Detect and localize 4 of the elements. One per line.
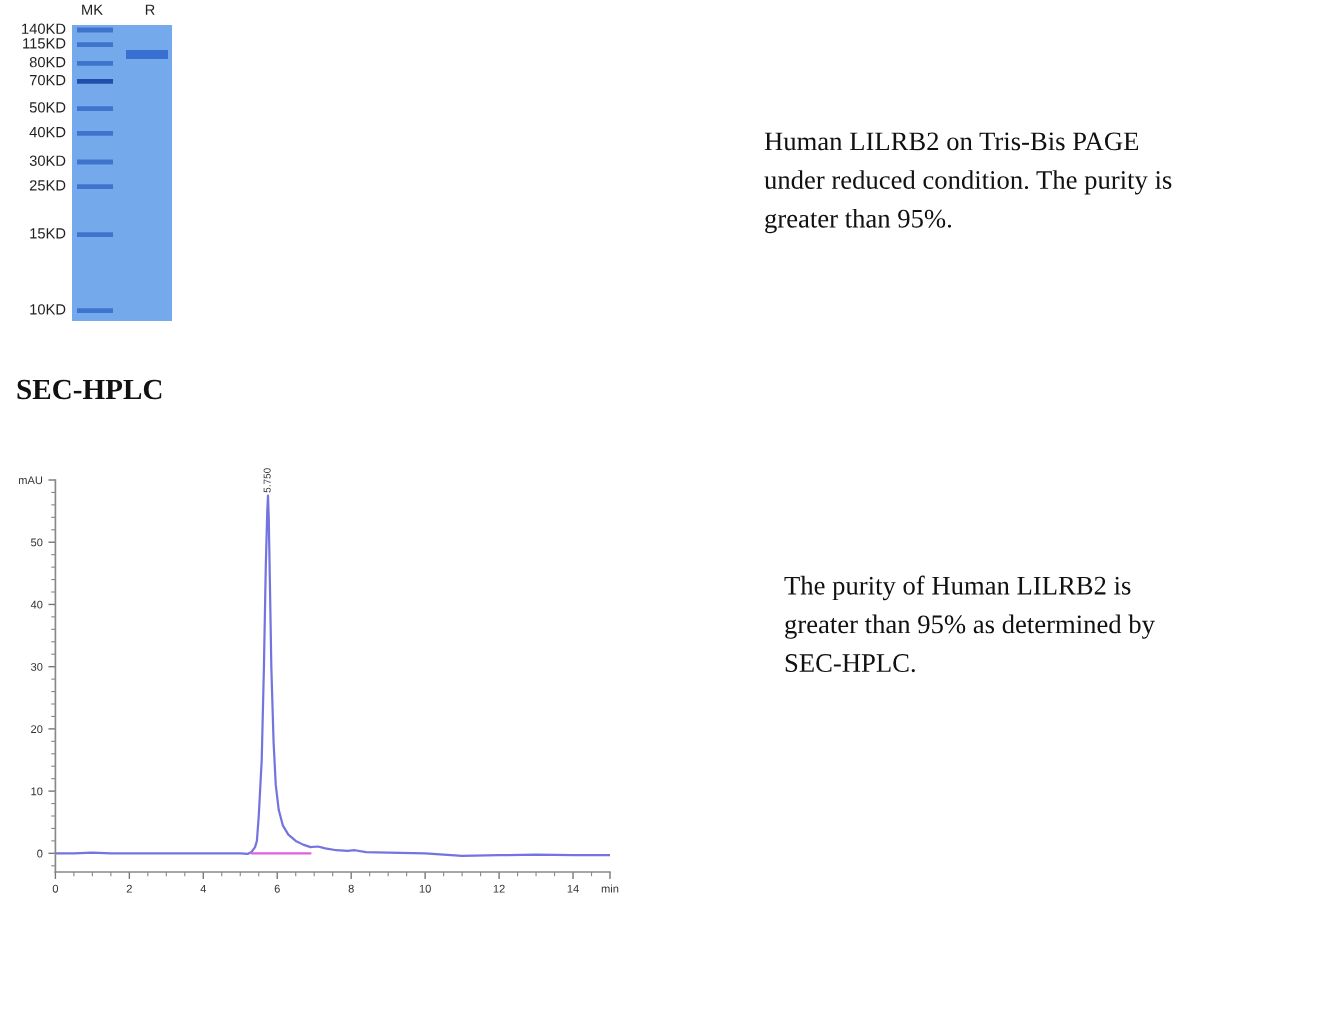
line-series (55, 494, 610, 857)
text: Human LILRB2 on Tris-Bis PAGE under reduced condition. The purity is greater than 95%. (764, 132, 1172, 234)
chart-title: SEC-HPLC (17, 379, 162, 400)
text: The purity of Human LILRB2 is greater than 95% as determined by SEC-HPLC. (784, 575, 1155, 673)
